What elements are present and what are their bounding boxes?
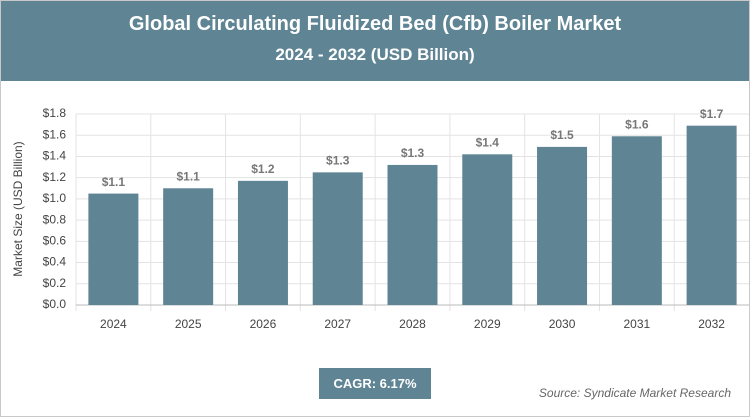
- value-label: $1.7: [700, 107, 724, 121]
- bar: [163, 188, 214, 305]
- y-tick-label: $1.4: [43, 149, 67, 163]
- y-tick-label: $0.4: [43, 255, 67, 269]
- bar: [462, 154, 513, 305]
- x-tick-label: 2028: [399, 317, 426, 331]
- bar: [237, 180, 288, 305]
- x-tick-label: 2025: [175, 317, 202, 331]
- value-label: $1.5: [550, 128, 574, 142]
- value-label: $1.1: [176, 169, 200, 183]
- x-tick-label: 2031: [623, 317, 650, 331]
- y-tick-label: $0.0: [43, 297, 67, 311]
- x-tick-label: 2030: [549, 317, 576, 331]
- bar: [387, 164, 438, 305]
- y-tick-label: $1.8: [43, 106, 67, 120]
- x-tick-label: 2032: [698, 317, 725, 331]
- bar: [537, 146, 588, 305]
- value-label: $1.3: [326, 154, 350, 168]
- value-label: $1.6: [625, 117, 649, 131]
- value-label: $1.2: [251, 162, 275, 176]
- y-tick-label: $0.6: [43, 234, 67, 248]
- y-tick-label: $1.2: [43, 170, 67, 184]
- y-tick-label: $0.8: [43, 212, 67, 226]
- y-tick-label: $0.2: [43, 276, 67, 290]
- y-axis-label: Market Size (USD Billion): [11, 141, 25, 276]
- y-tick-label: $1.0: [43, 191, 67, 205]
- source: Source: Syndicate Market Research: [538, 386, 731, 400]
- bar: [312, 172, 363, 305]
- header: Global Circulating Fluidized Bed (Cfb) B…: [1, 1, 749, 81]
- value-label: $1.1: [102, 175, 126, 189]
- title: Global Circulating Fluidized Bed (Cfb) B…: [128, 13, 622, 35]
- bar: [686, 125, 737, 305]
- cagr-badge: CAGR: 6.17%: [319, 368, 431, 399]
- value-label: $1.3: [401, 146, 425, 160]
- y-tick-label: $1.6: [43, 127, 67, 141]
- x-tick-label: 2024: [100, 317, 127, 331]
- x-tick-label: 2027: [324, 317, 351, 331]
- subtitle: 2024 - 2032 (USD Billion): [275, 45, 475, 64]
- x-tick-label: 2026: [250, 317, 277, 331]
- bar: [611, 136, 662, 305]
- x-tick-label: 2029: [474, 317, 501, 331]
- value-label: $1.4: [476, 135, 500, 149]
- bar: [88, 193, 139, 305]
